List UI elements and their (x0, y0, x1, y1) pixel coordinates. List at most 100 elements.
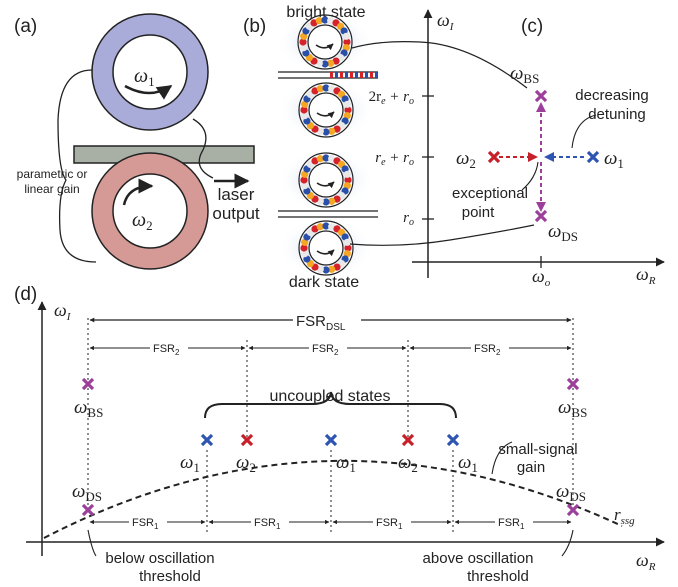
c-w2-label: ω2 (456, 148, 476, 171)
d-above-line1: above oscillation (423, 550, 534, 567)
dark-state-connector (349, 224, 535, 246)
d-uncoupled-brace (204, 391, 457, 419)
d-marker-w2-b (401, 433, 415, 447)
d-w2-label-b: ω2 (398, 452, 418, 475)
bright-ring-bottom (278, 80, 374, 140)
bright-field-segment (335, 72, 338, 78)
ring-2-rotation-arrow (122, 178, 154, 206)
d-fsr1-label-3: FSR1 (376, 517, 403, 531)
panel-b-label: (b) (243, 16, 266, 37)
d-marker-ds-right (566, 503, 580, 517)
ring-1-inner (112, 34, 188, 110)
c-detuning-pointer (571, 114, 597, 149)
gain-bracket (57, 69, 97, 263)
panel-d-label: (d) (14, 284, 37, 305)
d-fsr2-label-3: FSR2 (474, 343, 501, 357)
d-fsr1-label-4: FSR1 (498, 517, 525, 531)
bright-ring-top (277, 12, 373, 72)
panel-d: (d) ωI ωR FSRDSL FSR2 FSR2 (14, 284, 665, 585)
bright-field-segment (355, 72, 358, 78)
omega-2-label: ω2 (132, 209, 153, 233)
panel-c-label: (c) (521, 16, 543, 37)
d-ssg-line2: gain (517, 459, 545, 476)
d-above-pointer (561, 529, 574, 557)
d-fsr2-label-2: FSR2 (312, 343, 339, 357)
d-fsr1-arrows: FSR1 FSR1 FSR1 FSR1 (89, 514, 572, 531)
c-marker-w1 (586, 150, 600, 164)
bright-field-segment (365, 72, 368, 78)
bright-field-segment (360, 72, 363, 78)
c-ds-label: ωDS (548, 221, 578, 244)
d-fsr2-arrows: FSR2 FSR2 FSR2 (89, 340, 572, 357)
d-bs-label-left: ωBS (74, 397, 103, 420)
c-w1-label: ω1 (604, 148, 624, 171)
omega-1-label: ω1 (134, 65, 155, 89)
c-bs-label: ωBS (510, 63, 539, 86)
panel-a: (a) ω1 ω2 parametric or linear gain lase… (14, 13, 260, 270)
d-below-line1: below oscillation (105, 550, 214, 567)
d-marker-bs-left (81, 377, 95, 391)
d-ssg-pointer (491, 441, 513, 475)
bright-field-segment (375, 72, 378, 78)
bright-field-segment (350, 72, 353, 78)
bright-state-connector (351, 41, 528, 89)
d-w1-label-b: ω1 (336, 452, 356, 475)
d-fsr2-label-1: FSR2 (153, 343, 180, 357)
mode-ring-images (277, 12, 374, 278)
d-fsr1-label-1: FSR1 (132, 517, 159, 531)
dark-ring-bottom (278, 218, 374, 278)
c-tick-label-2re-ro: 2re + ro (369, 89, 414, 107)
panel-c: (c) ωI ωR 2re + ro re + ro ro ωo ωBS ωDS… (369, 9, 665, 289)
gain-label-line1: parametric or (17, 167, 88, 181)
d-marker-w2-a (240, 433, 254, 447)
c-x-axis-label: ωR (636, 264, 656, 287)
laser-label-line1: laser (218, 185, 255, 204)
c-detuning-line2: detuning (588, 106, 646, 123)
d-w2-label-a: ω2 (236, 452, 256, 475)
c-marker-ds (534, 209, 548, 223)
d-uncoupled-label: uncoupled states (270, 388, 391, 405)
c-ep-line2: point (462, 204, 495, 221)
c-detuning-line1: decreasing (575, 87, 648, 104)
d-ds-label-left: ωDS (72, 481, 102, 504)
d-below-line2: threshold (139, 568, 201, 585)
d-ds-label-right: ωDS (556, 481, 586, 504)
c-y-axis-label: ωI (437, 10, 455, 33)
d-marker-w1-a (200, 433, 214, 447)
bright-output-field (330, 72, 378, 78)
d-bs-label-right: ωBS (558, 397, 587, 420)
panel-a-label: (a) (14, 16, 37, 37)
c-tick-label-re-ro: re + ro (375, 150, 414, 168)
c-tick-label-omega-o: ωo (532, 266, 551, 289)
c-ep-pointer (521, 161, 539, 191)
dark-state-label: dark state (289, 274, 359, 291)
d-y-axis-label: ωI (54, 300, 72, 323)
d-w1-label-c: ω1 (458, 452, 478, 475)
d-w1-label-a: ω1 (180, 452, 200, 475)
d-fsr1-label-2: FSR1 (254, 517, 281, 531)
d-marker-w1-c (446, 433, 460, 447)
bright-field-segment (340, 72, 343, 78)
c-tick-label-ro: ro (403, 210, 414, 228)
d-rssg-label: rssg (614, 505, 635, 527)
laser-label-line2: output (212, 204, 260, 223)
d-ssg-line1: small-signal (498, 441, 577, 458)
ring-1-rotation-arrow (124, 84, 173, 100)
d-above-line2: threshold (467, 568, 529, 585)
c-ep-line1: exceptional (452, 185, 528, 202)
dark-ring-top (278, 150, 374, 210)
gain-label-line2: linear gain (24, 182, 79, 196)
d-x-axis-label: ωR (636, 550, 656, 573)
c-marker-w2 (487, 150, 501, 164)
d-below-pointer (87, 529, 97, 557)
d-guides (87, 318, 574, 532)
c-marker-bs (534, 89, 548, 103)
panel-b: (b) bright state dark state (243, 4, 535, 291)
d-small-signal-gain-curve (43, 459, 623, 539)
d-fsr-dsl-label: FSRDSL (296, 313, 346, 333)
bright-field-segment (345, 72, 348, 78)
d-marker-w1-b (324, 433, 338, 447)
bright-field-segment (370, 72, 373, 78)
bright-field-segment (330, 72, 333, 78)
